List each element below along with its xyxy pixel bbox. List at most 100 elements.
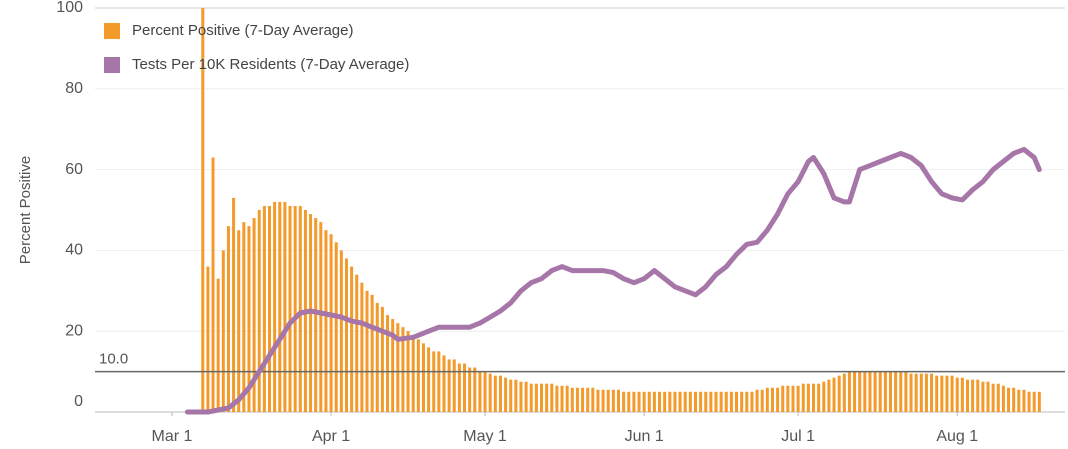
bar (945, 375, 949, 412)
bar (894, 371, 898, 412)
bar (827, 379, 831, 412)
bar (329, 234, 333, 412)
bar (283, 201, 287, 412)
bar (463, 363, 467, 412)
x-tick-label: Apr 1 (312, 428, 350, 445)
bar (909, 373, 913, 412)
bar (232, 197, 236, 412)
bar (319, 222, 323, 412)
bar (550, 383, 554, 412)
bar (842, 373, 846, 412)
bar (216, 278, 220, 412)
bar (611, 389, 615, 412)
bar (693, 391, 697, 412)
bar (832, 377, 836, 412)
bar (293, 205, 297, 412)
bar (1037, 391, 1041, 412)
bar (776, 387, 780, 412)
bar (899, 371, 903, 412)
bar (581, 387, 585, 412)
bar (847, 371, 851, 412)
y-tick-label: 0 (74, 393, 83, 410)
bar (627, 391, 631, 412)
bar (837, 375, 841, 412)
bar (740, 391, 744, 412)
bar (401, 327, 405, 412)
bar (314, 218, 318, 412)
bar (637, 391, 641, 412)
bar (524, 381, 528, 412)
bar (960, 377, 964, 412)
bar (817, 383, 821, 412)
bar (555, 385, 559, 412)
bar (714, 391, 718, 412)
bar (765, 387, 769, 412)
bar (919, 373, 923, 412)
bar (211, 157, 215, 412)
bar (298, 205, 302, 412)
bar (745, 391, 749, 412)
bar (380, 306, 384, 412)
bar (488, 373, 492, 412)
bar (770, 387, 774, 412)
x-tick-label: Jun 1 (625, 428, 664, 445)
bar (724, 391, 728, 412)
bar (709, 391, 713, 412)
bar (996, 383, 1000, 412)
bar (699, 391, 703, 412)
bar (704, 391, 708, 412)
bar (729, 391, 733, 412)
bar (858, 371, 862, 412)
bar (493, 375, 497, 412)
bar (375, 302, 379, 412)
reference-label: 10.0 (99, 351, 128, 368)
bar (416, 339, 420, 412)
bar (273, 201, 277, 412)
bar (935, 375, 939, 412)
y-tick-label: 100 (56, 0, 83, 16)
bar (237, 230, 241, 412)
bar (201, 8, 205, 412)
bar (221, 250, 225, 412)
bar (955, 377, 959, 412)
bar (755, 389, 759, 412)
y-tick-label: 20 (65, 322, 83, 339)
bar (663, 391, 667, 412)
bar (1012, 387, 1016, 412)
bar (519, 381, 523, 412)
x-tick-label: Aug 1 (936, 428, 978, 445)
bar (442, 355, 446, 412)
bar (750, 391, 754, 412)
bar (509, 379, 513, 412)
line (184, 146, 1042, 415)
bar (540, 383, 544, 412)
bar (791, 385, 795, 412)
bar (596, 389, 600, 412)
bar (658, 391, 662, 412)
bar (452, 359, 456, 412)
bar (226, 226, 230, 412)
bar (786, 385, 790, 412)
bar (642, 391, 646, 412)
bar (965, 379, 969, 412)
bar (812, 383, 816, 412)
bar (930, 373, 934, 412)
bar (1001, 385, 1005, 412)
bar (647, 391, 651, 412)
bar (457, 363, 461, 412)
bar (324, 230, 328, 412)
bar (468, 367, 472, 412)
bar (673, 391, 677, 412)
bar (622, 391, 626, 412)
bar (334, 242, 338, 412)
bar (981, 381, 985, 412)
y-tick-label: 40 (65, 242, 83, 259)
bar (1032, 391, 1036, 412)
bar (1017, 389, 1021, 412)
bar (822, 381, 826, 412)
bar (678, 391, 682, 412)
bar (437, 351, 441, 412)
y-axis-label: Percent Positive (17, 156, 34, 264)
bar (688, 391, 692, 412)
